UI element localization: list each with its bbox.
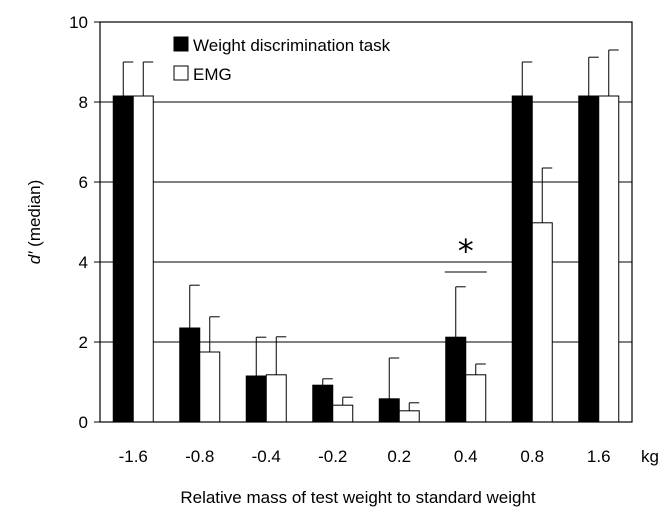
bar-emg: [531, 222, 553, 423]
x-tick-label: 0.8: [520, 447, 544, 466]
bar-emg: [465, 374, 487, 423]
x-tick-label: 1.6: [587, 447, 611, 466]
bar-weight-task: [378, 398, 400, 423]
bar-emg: [598, 95, 620, 423]
plot-frame: [99, 21, 633, 423]
y-tick-label: 8: [79, 93, 88, 112]
y-axis-title: d′ (median): [25, 180, 44, 264]
x-tick-label: -0.2: [318, 447, 347, 466]
legend-label-weight-task: Weight discrimination task: [193, 36, 391, 55]
y-tick-label: 10: [69, 13, 88, 32]
legend-swatch-weight-task: [173, 36, 189, 52]
bar-weight-task: [578, 95, 600, 423]
bar-weight-task: [179, 327, 201, 423]
bar-weight-task: [511, 95, 533, 423]
y-tick-label: 2: [79, 333, 88, 352]
x-tick-label: -0.8: [185, 447, 214, 466]
bar-emg: [265, 374, 287, 423]
bar-weight-task: [312, 384, 334, 423]
svg-text:d′ (median): d′ (median): [25, 180, 44, 264]
x-axis-title: Relative mass of test weight to standard…: [180, 488, 536, 507]
y-tick-labels: 0 2 4 6 8 10: [69, 13, 100, 432]
bar-weight-task: [112, 95, 134, 423]
x-unit-label: kg: [641, 447, 659, 466]
bar-weight-task: [445, 336, 467, 423]
bar-weight-task: [245, 375, 267, 423]
y-tick-label: 4: [79, 253, 88, 272]
x-tick-label: -1.6: [119, 447, 148, 466]
y-tick-label: 0: [79, 413, 88, 432]
bars: [112, 95, 620, 423]
legend-label-emg: EMG: [193, 65, 232, 84]
bar-emg: [332, 404, 354, 423]
error-bars: [122, 49, 619, 411]
y-axis-suffix: (median): [25, 180, 44, 247]
y-axis-symbol: d′: [25, 251, 44, 264]
x-tick-label: -0.4: [252, 447, 281, 466]
bar-emg: [398, 410, 420, 423]
significance-marker: *: [458, 232, 474, 270]
legend: Weight discrimination task EMG: [173, 36, 391, 84]
plot-border: [99, 21, 633, 423]
bar-emg: [132, 95, 154, 423]
x-tick-label: 0.4: [454, 447, 478, 466]
x-tick-label: 0.2: [387, 447, 411, 466]
bar-emg: [199, 351, 221, 423]
annotations: *: [444, 232, 487, 273]
x-tick-labels: -1.6 -0.8 -0.4 -0.2 0.2 0.4 0.8 1.6: [119, 447, 611, 466]
y-tick-label: 6: [79, 173, 88, 192]
legend-swatch-emg: [173, 65, 189, 81]
